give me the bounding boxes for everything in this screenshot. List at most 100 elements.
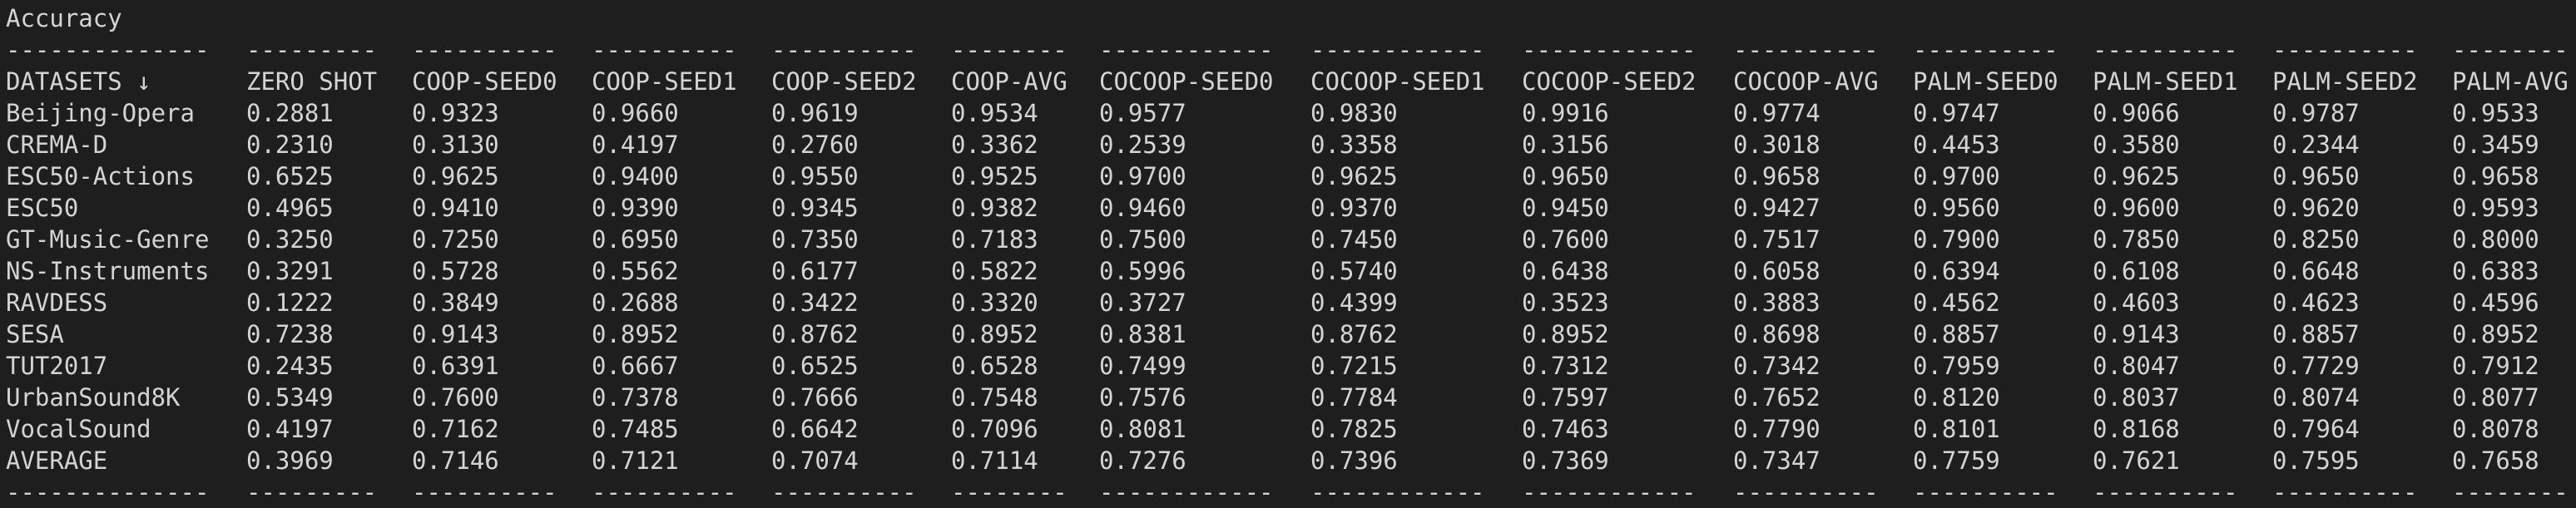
table-row-cell: 0.7114 bbox=[951, 446, 1038, 475]
table-row-cell: 0.9460 bbox=[1099, 194, 1186, 222]
table-row-cell: 0.4197 bbox=[246, 415, 334, 443]
table-row-cell: 0.9916 bbox=[1522, 99, 1609, 127]
table-row-cell: 0.8081 bbox=[1099, 415, 1186, 443]
table-row-cell: 0.7250 bbox=[412, 225, 499, 254]
table-row-cell: 0.8857 bbox=[1913, 320, 2000, 348]
header-row-cell: COCOOP-SEED0 bbox=[1099, 67, 1274, 96]
separator-bottom-cell: -------------- bbox=[6, 478, 210, 506]
table-row-cell: RAVDESS bbox=[6, 289, 108, 317]
table-row-cell: 0.8168 bbox=[2093, 415, 2180, 443]
table-row-cell: 0.6648 bbox=[2272, 257, 2360, 285]
table-row-cell: 0.7912 bbox=[2452, 352, 2539, 380]
table-row-cell: 0.4453 bbox=[1913, 131, 2000, 159]
table-row-cell: 0.9400 bbox=[592, 162, 679, 190]
header-row: DATASETS ↓ ZERO SHOT COOP-SEED0 COOP-SEED1 C… bbox=[6, 66, 2576, 97]
table-row-cell: AVERAGE bbox=[6, 446, 108, 475]
table-row-cell: 0.9619 bbox=[771, 99, 859, 127]
table-row-cell: 0.7600 bbox=[412, 383, 499, 412]
separator-bottom-cell: --------- bbox=[246, 478, 378, 506]
table-row-cell: 0.9534 bbox=[951, 99, 1038, 127]
header-row-cell: COCOOP-AVG bbox=[1733, 67, 1879, 96]
table-row-cell: 0.7485 bbox=[592, 415, 679, 443]
table-row-cell: 0.9625 bbox=[1310, 162, 1398, 190]
table-row-cell: 0.6667 bbox=[592, 352, 679, 380]
table-row-cell: TUT2017 bbox=[6, 352, 108, 380]
table-row-cell: 0.7784 bbox=[1310, 383, 1398, 412]
table-row-cell: 0.3849 bbox=[412, 289, 499, 317]
separator-bottom-cell: ------------ bbox=[1522, 478, 1697, 506]
table-row-cell: 0.9323 bbox=[412, 99, 499, 127]
table-row: VocalSound 0.4197 0.7162 0.7485 0.6642 0.7096… bbox=[6, 413, 2576, 445]
table-row-cell: 0.3156 bbox=[1522, 131, 1609, 159]
table-row-cell: 0.7825 bbox=[1310, 415, 1398, 443]
table-row-cell: 0.7463 bbox=[1522, 415, 1609, 443]
table-row-cell: 0.9550 bbox=[771, 162, 859, 190]
table-row-cell: 0.7964 bbox=[2272, 415, 2360, 443]
table-row: CREMA-D 0.2310 0.3130 0.4197 0.2760 0.3362 0.2… bbox=[6, 129, 2576, 160]
header-row-cell: PALM-SEED0 bbox=[1913, 67, 2058, 96]
separator-top: -------------- --------- ---------- -------… bbox=[6, 34, 2576, 66]
table-row-cell: 0.7396 bbox=[1310, 446, 1398, 475]
table-row-cell: 0.6525 bbox=[246, 162, 334, 190]
table-row-cell: 0.8074 bbox=[2272, 383, 2360, 412]
table-row-cell: 0.9700 bbox=[1099, 162, 1186, 190]
table-row-cell: 0.9382 bbox=[951, 194, 1038, 222]
table-row: AVERAGE 0.3969 0.7146 0.7121 0.7074 0.7114 0.7… bbox=[6, 445, 2576, 476]
separator-top-cell: ---------- bbox=[592, 36, 737, 64]
table-row-cell: 0.9525 bbox=[951, 162, 1038, 190]
table-row-cell: 0.4562 bbox=[1913, 289, 2000, 317]
table-row-cell: 0.8762 bbox=[771, 320, 859, 348]
table-row-cell: 0.8762 bbox=[1310, 320, 1398, 348]
separator-bottom-cell: ---------- bbox=[2272, 478, 2418, 506]
separator-bottom-cell: ---------- bbox=[412, 478, 557, 506]
table-row-cell: 0.8250 bbox=[2272, 225, 2360, 254]
separator-top-cell: ---------- bbox=[1733, 36, 1879, 64]
table-row-cell: 0.7378 bbox=[592, 383, 679, 412]
header-row-cell: PALM-SEED1 bbox=[2093, 67, 2238, 96]
table-row-cell: 0.3523 bbox=[1522, 289, 1609, 317]
table-row-cell: 0.7096 bbox=[951, 415, 1038, 443]
accuracy-table: -------------- --------- ---------- -------… bbox=[6, 34, 2576, 508]
table-row-cell: 0.8120 bbox=[1913, 383, 2000, 412]
separator-bottom-cell: -------- bbox=[2452, 478, 2569, 506]
table-row-cell: 0.9650 bbox=[2272, 162, 2360, 190]
separator-top-cell: -------- bbox=[951, 36, 1068, 64]
table-row: NS-Instruments 0.3291 0.5728 0.5562 0.6177 0.… bbox=[6, 255, 2576, 287]
table-title: Accuracy bbox=[6, 4, 122, 32]
table-row-cell: 0.3320 bbox=[951, 289, 1038, 317]
separator-top-cell: -------- bbox=[2452, 36, 2569, 64]
table-row-cell: 0.9660 bbox=[592, 99, 679, 127]
table-row-cell: 0.8698 bbox=[1733, 320, 1821, 348]
table-row-cell: 0.6383 bbox=[2452, 257, 2539, 285]
table-row-cell: 0.8381 bbox=[1099, 320, 1186, 348]
table-row-cell: UrbanSound8K bbox=[6, 383, 181, 412]
table-row-cell: 0.7347 bbox=[1733, 446, 1821, 475]
table-row-cell: 0.7621 bbox=[2093, 446, 2180, 475]
table-row-cell: 0.8000 bbox=[2452, 225, 2539, 254]
table-row-cell: 0.9560 bbox=[1913, 194, 2000, 222]
table-row-cell: 0.9450 bbox=[1522, 194, 1609, 222]
table-row-cell: 0.9345 bbox=[771, 194, 859, 222]
table-row-cell: 0.3250 bbox=[246, 225, 334, 254]
table-row-cell: 0.6391 bbox=[412, 352, 499, 380]
table-row: ESC50 0.4965 0.9410 0.9390 0.9345 0.9382 0.946… bbox=[6, 192, 2576, 224]
table-row-cell: 0.7759 bbox=[1913, 446, 2000, 475]
table-row-cell: 0.6108 bbox=[2093, 257, 2180, 285]
table-row-cell: 0.3422 bbox=[771, 289, 859, 317]
table-row-cell: 0.9600 bbox=[2093, 194, 2180, 222]
table-row: RAVDESS 0.1222 0.3849 0.2688 0.3422 0.3320 0.3… bbox=[6, 287, 2576, 318]
table-row-cell: 0.7790 bbox=[1733, 415, 1821, 443]
table-row-cell: 0.3459 bbox=[2452, 131, 2539, 159]
separator-bottom-cell: ---------- bbox=[771, 478, 917, 506]
table-row-cell: 0.7074 bbox=[771, 446, 859, 475]
table-row-cell: 0.7600 bbox=[1522, 225, 1609, 254]
separator-top-cell: --------- bbox=[246, 36, 378, 64]
separator-bottom-cell: -------- bbox=[951, 478, 1068, 506]
table-row-cell: 0.9410 bbox=[412, 194, 499, 222]
table-row-cell: 0.7576 bbox=[1099, 383, 1186, 412]
table-row-cell: 0.3580 bbox=[2093, 131, 2180, 159]
separator-bottom-cell: ------------ bbox=[1310, 478, 1485, 506]
table-row-cell: 0.7850 bbox=[2093, 225, 2180, 254]
table-row-cell: ESC50-Actions bbox=[6, 162, 195, 190]
